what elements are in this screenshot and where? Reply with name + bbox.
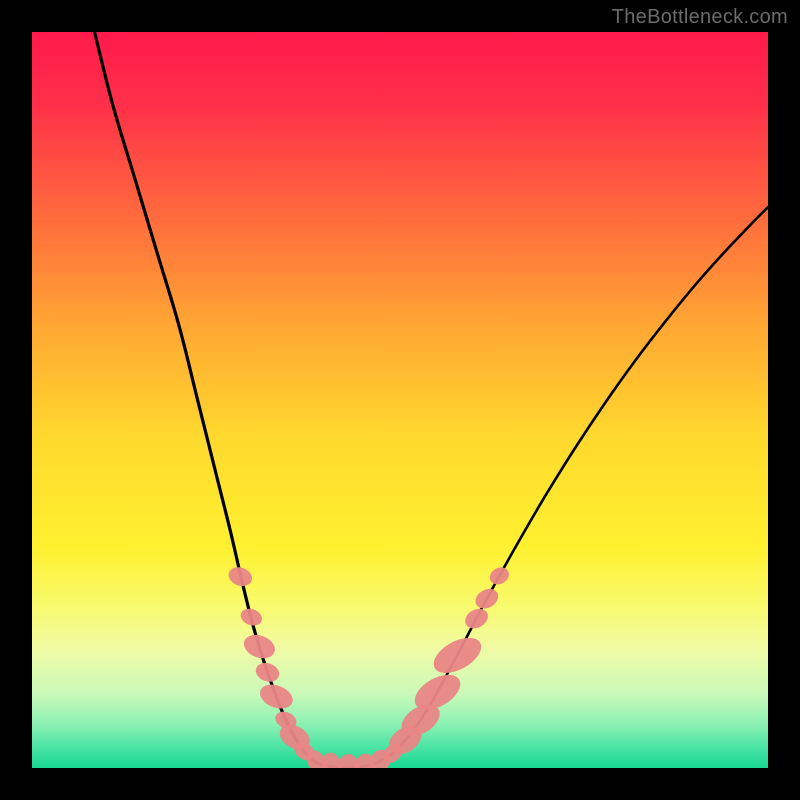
chart-root: TheBottleneck.com: [0, 0, 800, 800]
watermark-label: TheBottleneck.com: [612, 6, 788, 29]
bottleneck-chart: [0, 0, 800, 800]
gradient-background: [32, 32, 768, 768]
